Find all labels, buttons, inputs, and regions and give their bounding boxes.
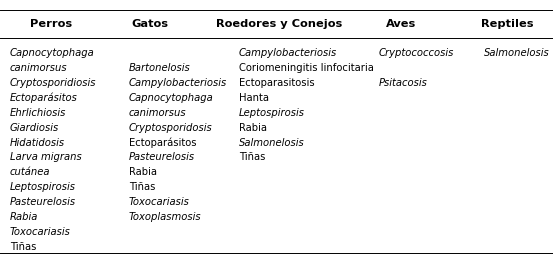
Text: Salmonelosis: Salmonelosis	[484, 48, 550, 58]
Text: Rabia: Rabia	[129, 167, 157, 177]
Text: Coriomeningitis linfocitaria: Coriomeningitis linfocitaria	[239, 63, 374, 73]
Text: Leptospirosis: Leptospirosis	[10, 182, 76, 192]
Text: Psitacosis: Psitacosis	[379, 78, 427, 88]
Text: Larva migrans: Larva migrans	[10, 152, 82, 162]
Text: Tiñas: Tiñas	[239, 152, 265, 162]
Text: Ectoparásitos: Ectoparásitos	[10, 93, 78, 103]
Text: Ectoparásitos: Ectoparásitos	[129, 138, 196, 148]
Text: canimorsus: canimorsus	[10, 63, 67, 73]
Text: Ectoparasitosis: Ectoparasitosis	[239, 78, 315, 88]
Text: Hanta: Hanta	[239, 93, 269, 103]
Text: Roedores y Conejos: Roedores y Conejos	[216, 19, 342, 29]
Text: Pasteurelosis: Pasteurelosis	[129, 152, 195, 162]
Text: Toxocariasis: Toxocariasis	[129, 197, 190, 207]
Text: cutánea: cutánea	[10, 167, 50, 177]
Text: Cryptococcosis: Cryptococcosis	[379, 48, 454, 58]
Text: Cryptosporidiosis: Cryptosporidiosis	[10, 78, 96, 88]
Text: Salmonelosis: Salmonelosis	[239, 138, 305, 147]
Text: Rabia: Rabia	[239, 123, 267, 133]
Text: Capnocytophaga: Capnocytophaga	[129, 93, 213, 103]
Text: Hidatidosis: Hidatidosis	[10, 138, 65, 147]
Text: Toxocariasis: Toxocariasis	[10, 227, 71, 237]
Text: Rabia: Rabia	[10, 212, 38, 222]
Text: Campylobacteriosis: Campylobacteriosis	[129, 78, 227, 88]
Text: Perros: Perros	[30, 19, 72, 29]
Text: Tiñas: Tiñas	[10, 242, 36, 252]
Text: Reptiles: Reptiles	[482, 19, 534, 29]
Text: Ehrlichiosis: Ehrlichiosis	[10, 108, 66, 118]
Text: Leptospirosis: Leptospirosis	[239, 108, 305, 118]
Text: Aves: Aves	[387, 19, 416, 29]
Text: Giardiosis: Giardiosis	[10, 123, 59, 133]
Text: Toxoplasmosis: Toxoplasmosis	[129, 212, 201, 222]
Text: Gatos: Gatos	[132, 19, 168, 29]
Text: Tiñas: Tiñas	[129, 182, 155, 192]
Text: Pasteurelosis: Pasteurelosis	[10, 197, 76, 207]
Text: Bartonelosis: Bartonelosis	[129, 63, 191, 73]
Text: Campylobacteriosis: Campylobacteriosis	[239, 48, 337, 58]
Text: Capnocytophaga: Capnocytophaga	[10, 48, 95, 58]
Text: Cryptosporidosis: Cryptosporidosis	[129, 123, 212, 133]
Text: canimorsus: canimorsus	[129, 108, 186, 118]
